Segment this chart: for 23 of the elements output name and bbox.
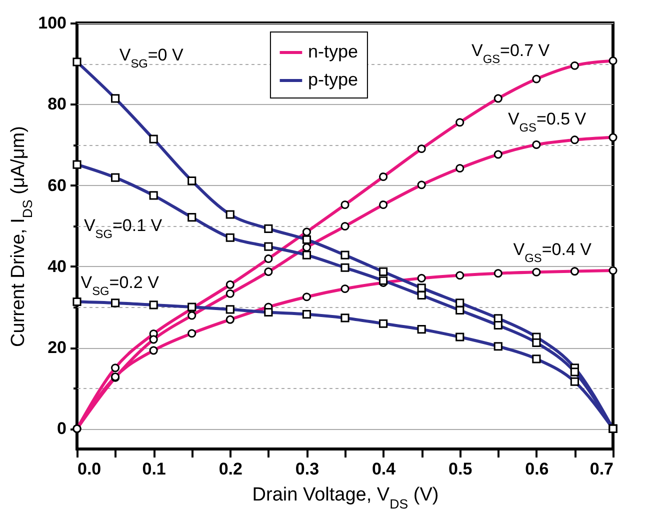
x-tick-label: 0.2: [218, 460, 242, 478]
x-tick-label: 0.4: [372, 460, 396, 478]
annotation: V$_{GS}$=0.7 V: [471, 41, 550, 66]
x-tick-label: 0.0: [78, 460, 102, 478]
annotation: V$_{GS}$=0.5 V: [508, 110, 587, 135]
annotation: V$_{SG}$=0 V: [119, 45, 184, 70]
annotation: V$_{SG}$=0.1 V: [84, 216, 163, 241]
x-tick-label: 0.3: [295, 460, 320, 478]
x-tick-label: 0.6: [525, 460, 549, 478]
x-axis-title: Drain Voltage, V$_{DS}$ (V): [252, 484, 439, 511]
annotation: V$_{GS}$=0.4 V: [513, 240, 592, 266]
y-tick-label: 20: [48, 338, 66, 358]
y-tick-label: 0: [57, 419, 66, 438]
y-tick-label: 100: [38, 14, 66, 32]
legend-label: n-type: [308, 42, 358, 62]
annotation: V$_{SG}$=0.2 V: [80, 272, 160, 298]
y-tick-label: 80: [48, 94, 66, 114]
x-tick-label: 0.5: [448, 460, 472, 478]
y-tick-label: 40: [48, 256, 66, 276]
x-tick-label: 0.7: [590, 460, 614, 478]
legend-label: p-type: [308, 70, 358, 90]
x-tick-label: 0.1: [142, 460, 166, 478]
y-tick-label: 60: [48, 176, 66, 195]
